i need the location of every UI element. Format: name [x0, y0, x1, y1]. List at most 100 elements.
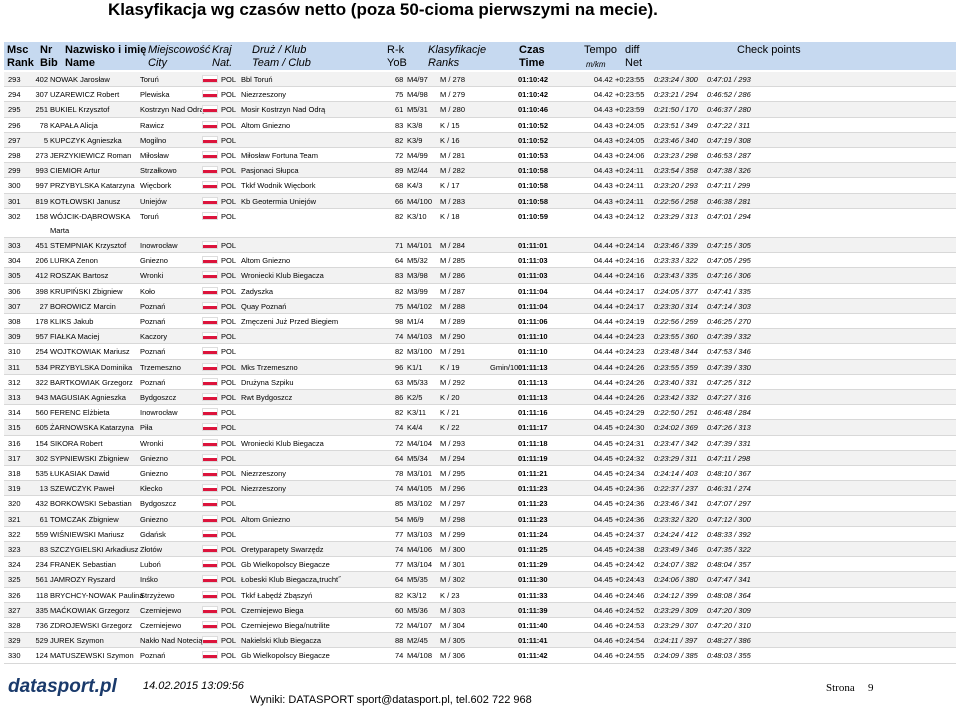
bib: 273: [35, 151, 48, 160]
rank: 306: [8, 286, 21, 296]
nat: POL: [221, 575, 237, 585]
name: BRYCHCY-NOWAK Paulina: [50, 590, 144, 600]
checkpoint: 0:47:39 / 332: [707, 332, 751, 342]
yob: 85: [395, 499, 404, 509]
team: Niezrzeszony: [241, 484, 287, 494]
team: Tkkf Łabędź Zbąszyń: [241, 590, 313, 600]
name: FIAŁKA Maciej: [50, 332, 100, 342]
time: 01:10:46: [518, 105, 549, 115]
page-number: 9: [868, 682, 874, 694]
class-rank: M5/33: [407, 377, 428, 387]
result-row: 330 124 MATUSZEWSKI Szymon Poznań POL Gb Wiel…: [4, 648, 956, 664]
name: KLIKS Jakub: [50, 317, 94, 326]
class-rank: M / 284: [440, 241, 466, 250]
time: 01:11:04: [518, 286, 548, 296]
team: Tkkf Wodnik Więcbork: [241, 181, 316, 191]
checkpoint: 0:24:24 / 412: [654, 529, 698, 539]
pace: 04.43: [594, 135, 613, 145]
bib: 398: [35, 286, 48, 296]
pace: 04.43: [594, 166, 613, 176]
checkpoint: 0:23:23 / 298: [654, 151, 698, 160]
name: SZEWCZYK Paweł: [50, 484, 115, 494]
name: NOWAK Jarosław: [50, 75, 110, 84]
rank: 316: [8, 438, 21, 448]
bib: 78: [39, 120, 48, 130]
yob: 63: [395, 377, 404, 387]
nat: POL: [221, 362, 237, 372]
nat: POL: [221, 347, 237, 357]
title: Klasyfikacja wg czasów netto (poza 50-ci…: [108, 0, 658, 19]
city: Czerniejewo: [140, 621, 182, 630]
yob: 89: [395, 166, 404, 176]
pace: 04.45: [594, 469, 613, 478]
yob: 74: [395, 484, 404, 494]
class-rank: M / 293: [440, 438, 466, 448]
yob: 82: [395, 408, 404, 418]
checkpoint: 0:47:12 / 300: [707, 514, 751, 524]
city: Kłecko: [140, 484, 163, 494]
flag: [202, 636, 218, 645]
rank: 308: [8, 317, 21, 326]
class-rank: M4/108: [407, 651, 433, 661]
time: 01:11:04: [518, 301, 548, 311]
nat: POL: [221, 75, 237, 84]
diff: +0:24:34: [615, 469, 645, 478]
rank: 329: [8, 636, 21, 646]
nat: POL: [221, 514, 237, 524]
team: Wroniecki Klub Biegacza: [241, 438, 324, 448]
name: ZDROJEWSKI Grzegorz: [50, 621, 133, 630]
class-rank: M4/100: [407, 196, 433, 206]
class-rank: M3/104: [407, 560, 433, 570]
checkpoint: 0:47:14 / 303: [707, 301, 751, 311]
nat: POL: [221, 423, 237, 433]
checkpoint: 0:23:21 / 294: [654, 90, 698, 100]
city: Koło: [140, 286, 156, 296]
class-rank: M / 287: [440, 286, 466, 296]
result-row: 312 322 BARTKOWIAK Grzegorz Poznań POL Drużyn…: [4, 374, 956, 390]
class-rank: M5/34: [407, 453, 428, 463]
yob: 82: [395, 590, 404, 600]
nat: POL: [221, 301, 237, 311]
checkpoint: 0:47:27 / 316: [707, 393, 751, 402]
bib: 254: [35, 347, 48, 357]
name: JUREK Szymon: [50, 636, 104, 646]
checkpoint: 0:23:55 / 359: [654, 362, 698, 372]
name: BORKOWSKI Sebastian: [50, 499, 132, 509]
nat: POL: [221, 181, 237, 191]
result-row: 298 273 JERZYKIEWICZ Roman Miłosław POL Miłos…: [4, 148, 956, 164]
city: Inowrocław: [140, 408, 178, 418]
rank: 303: [8, 241, 21, 250]
class-rank: K3/8: [407, 120, 423, 130]
result-row: 295 251 BUKIEL Krzysztof Kostrzyn Nad Odrą P…: [4, 102, 956, 118]
checkpoint: 0:46:31 / 274: [707, 484, 751, 494]
bib: 322: [35, 377, 48, 387]
diff: +0:24:11: [615, 166, 644, 176]
yob: 82: [395, 347, 404, 357]
diff: +0:24:30: [615, 423, 645, 433]
result-row: 301 819 KOTŁOWSKI Janusz Uniejów POL Kb Geote…: [4, 193, 956, 209]
diff: +0:23:55: [615, 90, 645, 100]
rank: 297: [8, 135, 21, 145]
time: 01:11:23: [518, 484, 548, 494]
bib: 559: [35, 529, 48, 539]
checkpoint: 0:47:11 / 299: [707, 181, 751, 191]
checkpoint: 0:46:25 / 270: [707, 317, 751, 326]
class-rank: M / 291: [440, 347, 466, 357]
flag: [202, 499, 218, 508]
checkpoint: 0:23:48 / 344: [654, 347, 698, 357]
name: SZCZYGIELSKI Arkadiusz: [50, 545, 139, 554]
pace: 04.45: [594, 408, 613, 418]
diff: +0:23:59: [615, 105, 645, 115]
class-rank: M4/106: [407, 545, 433, 554]
pace: 04.46: [594, 605, 613, 615]
checkpoint: 0:48:27 / 386: [707, 636, 751, 646]
flag: [202, 605, 218, 614]
yob: 74: [395, 545, 404, 554]
checkpoint: 0:47:22 / 311: [707, 120, 751, 130]
pace: 04.44: [594, 301, 613, 311]
checkpoint: 0:47:41 / 335: [707, 286, 751, 296]
time: 01:11:19: [518, 453, 548, 463]
pace: 04.46: [594, 621, 613, 630]
pace: 04.45: [594, 438, 613, 448]
result-row: 320 432 BORKOWSKI Sebastian Bydgoszcz POL 85 M…: [4, 496, 956, 512]
